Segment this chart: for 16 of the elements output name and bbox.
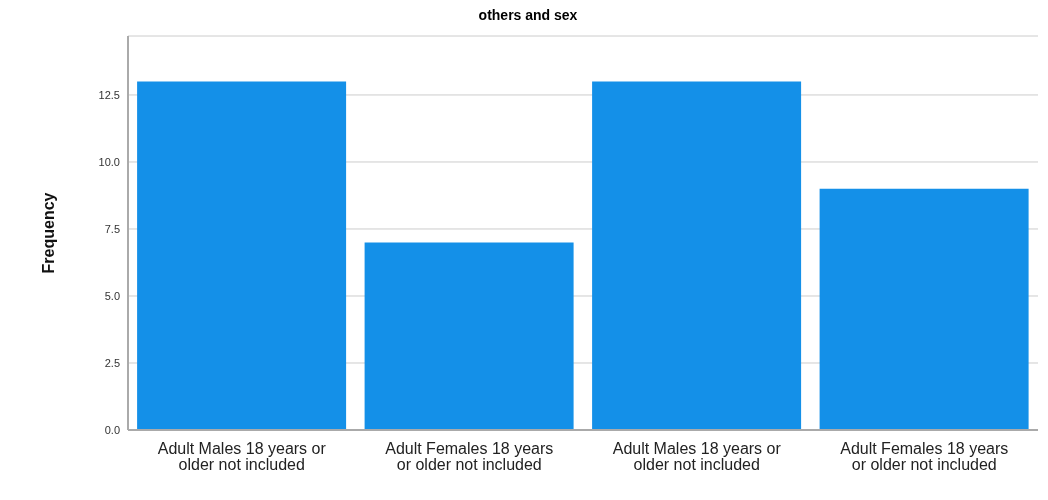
x-tick-label: Adult Males 18 years or older not included <box>157 440 327 473</box>
x-tick-label: Adult Males 18 years or older not included <box>612 440 782 473</box>
bar <box>137 81 347 430</box>
y-axis-title: Frequency <box>39 192 57 274</box>
y-tick-label: 5.0 <box>104 289 120 302</box>
y-tick-label: 12.5 <box>98 88 120 101</box>
bar <box>592 81 802 430</box>
bar <box>364 242 574 430</box>
bar <box>819 188 1029 430</box>
x-tick-label: Adult Females 18 years or older not included <box>840 440 1009 473</box>
y-tick-label: 2.5 <box>104 356 120 369</box>
chart-title: others and sex <box>477 7 579 23</box>
y-tick-label: 10.0 <box>98 155 120 168</box>
y-tick-label: 0.0 <box>104 423 120 436</box>
y-tick-label: 7.5 <box>104 222 120 235</box>
x-tick-label: Adult Females 18 years or older not included <box>385 440 554 473</box>
